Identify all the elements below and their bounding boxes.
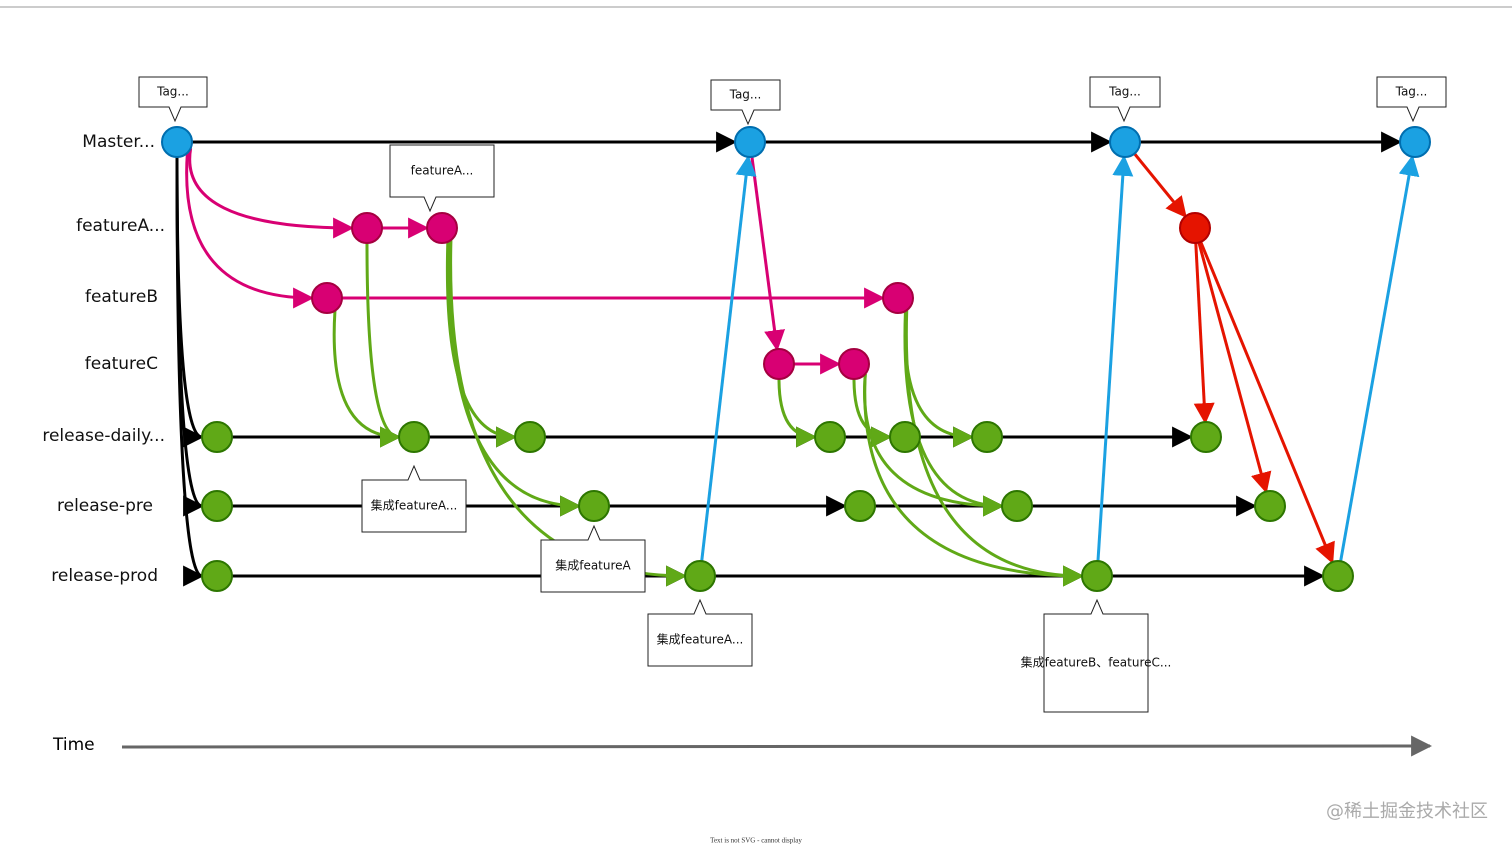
edge <box>447 241 582 517</box>
commit <box>426 212 458 244</box>
lane-label: featureA... <box>76 216 165 236</box>
edge <box>903 310 975 448</box>
lane-label: featureB <box>85 287 158 307</box>
callout-text: Tag... <box>1395 85 1428 99</box>
callout-box <box>389 144 495 213</box>
callout-text: Tag... <box>1108 85 1141 99</box>
edge <box>863 373 1085 587</box>
lane-label: release-daily... <box>42 426 165 446</box>
callout-box <box>540 524 646 593</box>
edge <box>1197 242 1272 494</box>
commit <box>889 421 921 453</box>
commit <box>684 560 716 592</box>
commit <box>201 421 233 453</box>
commit <box>311 282 343 314</box>
edge <box>1096 154 1134 562</box>
commit <box>201 560 233 592</box>
commit <box>971 421 1003 453</box>
commit <box>882 282 914 314</box>
commit <box>201 490 233 522</box>
time-label: Time <box>52 735 95 755</box>
callout-box <box>1376 76 1447 123</box>
callout-text: Tag... <box>729 88 762 102</box>
edge <box>700 154 757 562</box>
edge <box>750 156 786 352</box>
commit <box>1190 421 1222 453</box>
callout-box <box>1043 598 1149 713</box>
edge <box>1133 152 1187 218</box>
commit <box>1001 490 1033 522</box>
callout-box <box>647 598 753 667</box>
edge <box>365 242 402 448</box>
commit <box>1254 490 1286 522</box>
commit <box>1399 126 1431 158</box>
commit <box>734 126 766 158</box>
lane-label: release-pre <box>57 496 153 516</box>
commit <box>514 421 546 453</box>
callout-text: 集成featureA... <box>657 632 744 647</box>
watermark: @稀土掘金技术社区 <box>1326 801 1488 822</box>
edge <box>449 240 688 587</box>
callout-text: 集成featureA <box>555 558 631 573</box>
commit <box>161 126 193 158</box>
lane-label: release-prod <box>51 566 158 586</box>
commit <box>844 490 876 522</box>
edge <box>1193 242 1215 425</box>
commit <box>1322 560 1354 592</box>
callout-box <box>710 79 781 126</box>
time-arrow <box>121 735 1433 757</box>
commit <box>1109 126 1141 158</box>
callout-box <box>138 76 208 123</box>
callout-text: featureA... <box>411 164 474 178</box>
lane-label: featureC <box>85 354 158 374</box>
edge <box>185 152 315 309</box>
edge <box>1199 241 1335 565</box>
commit <box>1081 560 1113 592</box>
commit <box>578 490 610 522</box>
commit <box>814 421 846 453</box>
edge <box>852 378 893 448</box>
commit <box>398 421 430 453</box>
edge <box>188 147 355 239</box>
edge <box>175 156 205 587</box>
commit <box>351 212 383 244</box>
callout-box <box>361 464 467 533</box>
callout-box <box>1089 76 1161 123</box>
commit <box>763 348 795 380</box>
callout-text: 集成featureA... <box>371 498 458 513</box>
edge <box>904 310 1085 587</box>
commit <box>1179 212 1211 244</box>
edge <box>1339 154 1420 562</box>
commit <box>838 348 870 380</box>
edge <box>777 378 818 448</box>
callout-text: 集成featureB、featureC... <box>1021 655 1172 670</box>
edge <box>445 241 518 448</box>
footer: Text is not SVG - cannot display <box>710 837 802 845</box>
edge <box>332 310 402 448</box>
lane-label: Master... <box>82 132 155 152</box>
callout-text: Tag... <box>156 85 189 99</box>
